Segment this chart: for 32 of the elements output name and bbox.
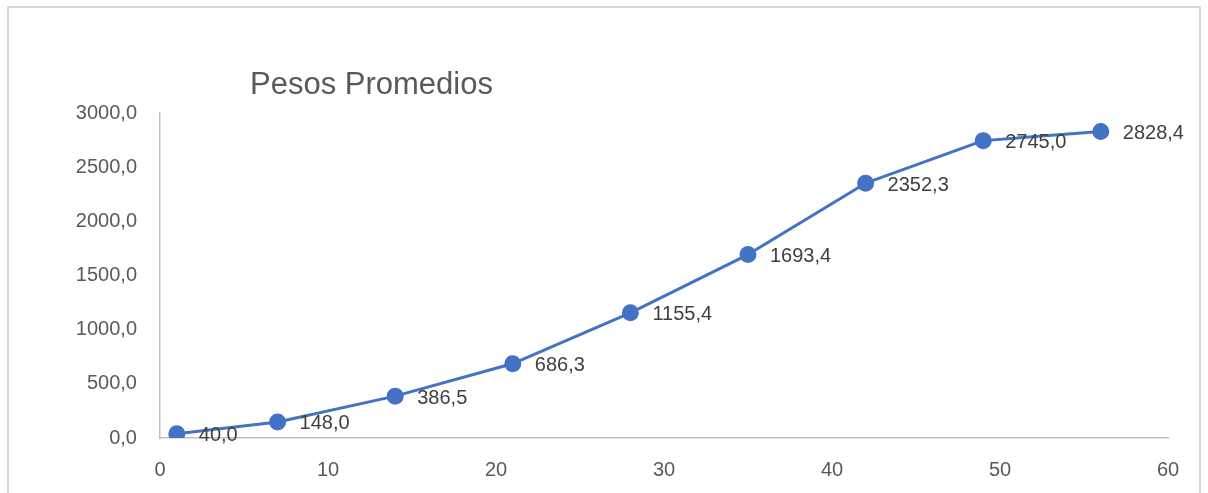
point [386, 387, 404, 405]
data-label: 2828,4 [1122, 121, 1184, 144]
x-tick-label: 10 [316, 457, 340, 480]
data-label: 1693,4 [770, 244, 832, 267]
y-tick-label: 1000,0 [75, 317, 137, 340]
point [739, 246, 757, 264]
data-label: 40,0 [198, 423, 238, 446]
chart-title: Pesos Promedios [250, 66, 493, 102]
point [621, 304, 639, 322]
x-tick-label: 50 [988, 457, 1012, 480]
x-tick-label: 20 [484, 457, 508, 480]
y-tick-label: 2500,0 [75, 154, 137, 177]
point [269, 413, 287, 431]
x-tick-label: 60 [1156, 457, 1180, 480]
y-tick-label: 0,0 [109, 425, 137, 448]
x-tick-label: 0 [154, 457, 166, 480]
data-label: 2745,0 [1005, 130, 1067, 153]
data-label: 148,0 [299, 411, 350, 434]
y-tick-label: 1500,0 [75, 263, 137, 286]
y-tick-label: 3000,0 [75, 100, 137, 123]
point [1092, 123, 1110, 141]
data-label: 1155,4 [652, 302, 713, 325]
data-label: 2352,3 [887, 172, 949, 195]
x-tick-label: 40 [820, 457, 844, 480]
data-label: 386,5 [417, 385, 468, 408]
y-tick-label: 2000,0 [75, 208, 137, 231]
point [857, 174, 875, 192]
point [974, 132, 992, 150]
x-tick-label: 30 [652, 457, 676, 480]
y-tick-label: 500,0 [86, 371, 137, 394]
data-label: 686,3 [534, 353, 585, 376]
point [504, 355, 522, 373]
